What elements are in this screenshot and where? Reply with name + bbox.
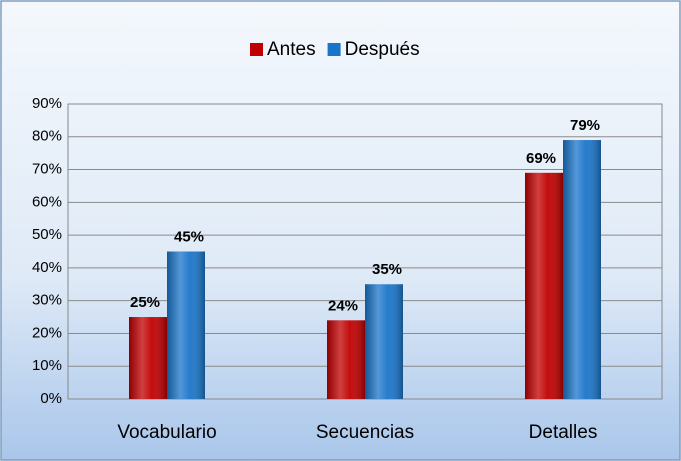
value-label: 79% [570, 117, 600, 134]
y-tick-label: 80% [32, 128, 62, 145]
legend-swatch [250, 43, 263, 56]
y-tick-label: 0% [40, 390, 62, 407]
y-tick-label: 90% [32, 95, 62, 112]
y-tick-label: 70% [32, 161, 62, 178]
x-tick-label: Detalles [529, 422, 598, 443]
x-tick-label: Vocabulario [117, 422, 216, 443]
bar-shine [167, 251, 205, 399]
value-label: 45% [174, 228, 204, 245]
y-tick-label: 20% [32, 324, 62, 341]
legend-label: Después [345, 39, 420, 60]
bar-shine [525, 172, 563, 399]
y-tick-label: 40% [32, 259, 62, 276]
legend-swatch [327, 43, 341, 56]
value-label: 69% [526, 150, 556, 167]
value-label: 35% [372, 261, 402, 278]
y-tick-label: 10% [32, 357, 62, 374]
bar-shine [327, 320, 365, 399]
legend: Antes Después [250, 39, 420, 60]
bar-shine [563, 140, 601, 400]
y-tick-label: 30% [32, 292, 62, 309]
bar-shine [129, 317, 167, 399]
bar-shine [365, 284, 403, 399]
y-tick-label: 60% [32, 193, 62, 210]
legend-label: Antes [267, 39, 316, 60]
y-tick-label: 50% [32, 226, 62, 243]
value-label: 25% [130, 294, 160, 311]
value-label: 24% [328, 297, 358, 314]
x-tick-label: Secuencias [316, 422, 414, 443]
